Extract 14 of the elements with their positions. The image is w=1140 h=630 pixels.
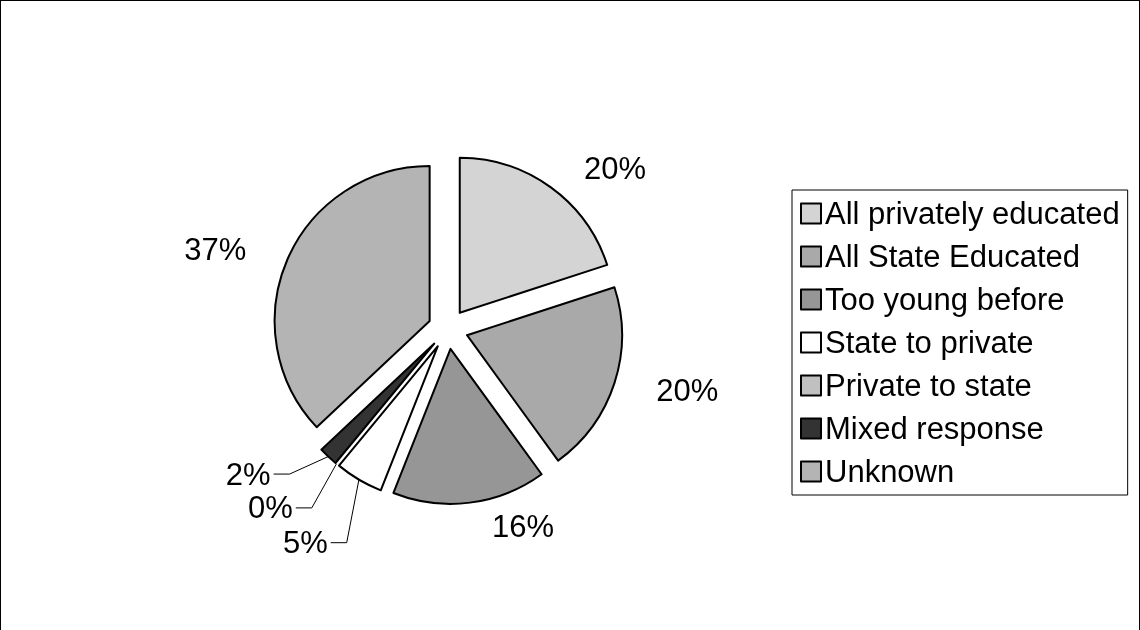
legend-label: Unknown xyxy=(825,454,955,489)
legend-label: All privately educated xyxy=(825,196,1120,231)
text: 0% xyxy=(247,490,293,526)
data-label: 2% xyxy=(225,456,271,492)
data-label: 16% xyxy=(491,508,554,544)
data-label: 37% xyxy=(184,232,247,268)
data-label: 20% xyxy=(656,372,719,408)
legend-label: Too young before xyxy=(825,282,1065,317)
legend-label: Private to state xyxy=(825,368,1032,403)
legend-label: All State Educated xyxy=(825,239,1081,274)
legend-label: State to private xyxy=(825,325,1034,360)
legend-label: Mixed response xyxy=(825,411,1044,446)
data-label: 5% xyxy=(282,525,328,561)
data-label: 20% xyxy=(583,150,647,186)
